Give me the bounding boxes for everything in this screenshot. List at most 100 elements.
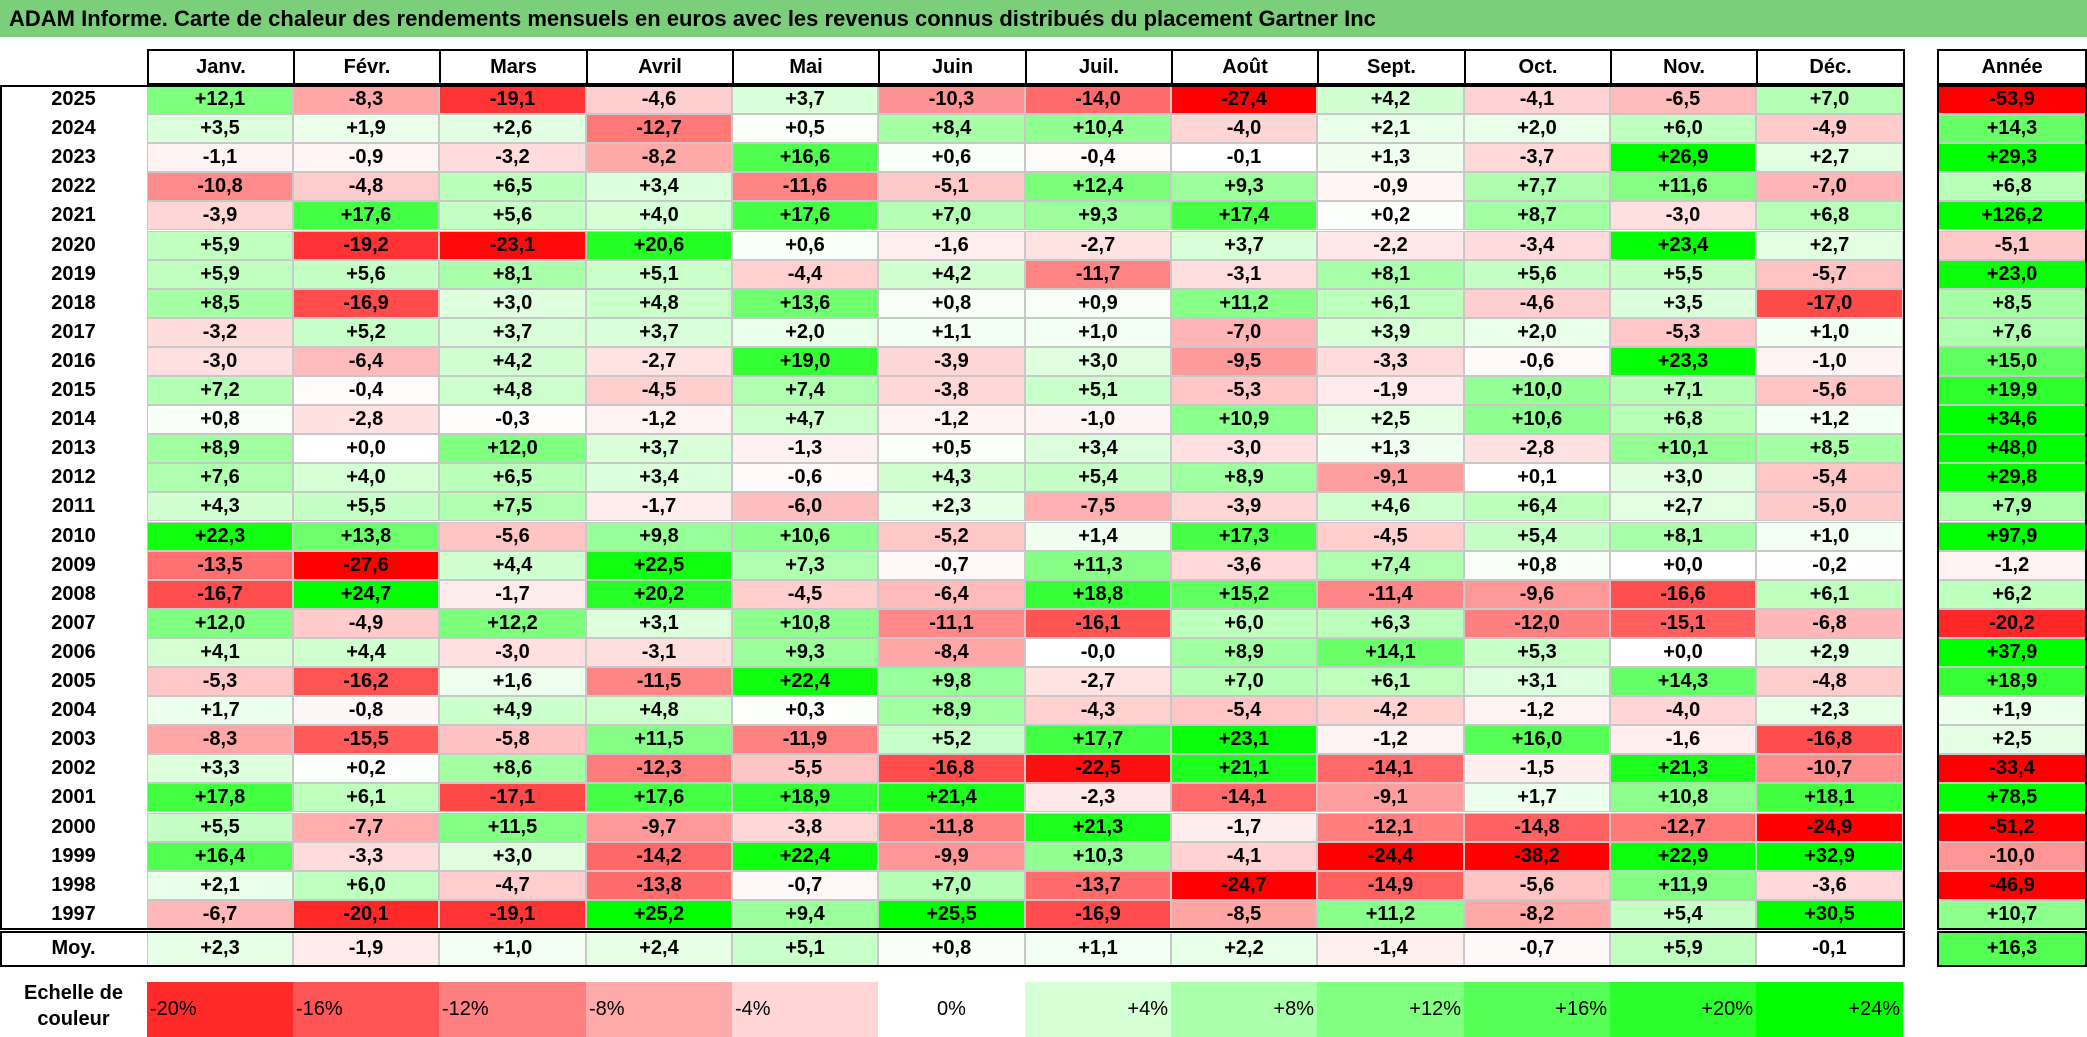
heatmap-cell: +20,6 (586, 230, 732, 260)
month-header: Juil. (1025, 49, 1173, 85)
heatmap-cell: +2,6 (439, 114, 586, 144)
heatmap-cell: +2,5 (1317, 405, 1464, 435)
heatmap-cell: -3,0 (1610, 201, 1756, 231)
heatmap-cell: +21,1 (1171, 754, 1317, 784)
heatmap-cell: -6,5 (1610, 85, 1756, 115)
heatmap-cell: -12,7 (586, 114, 732, 144)
heatmap-cell: +3,0 (439, 288, 586, 318)
month-header: Avril (586, 49, 734, 85)
heatmap-cell: -4,2 (1317, 696, 1464, 726)
heatmap-cell: -4,5 (586, 376, 732, 406)
heatmap-cell: +4,3 (147, 492, 293, 522)
year-label: 2008 (51, 582, 96, 605)
average-label: Moy. (51, 937, 96, 960)
annual-cell: +14,3 (1937, 114, 2087, 144)
heatmap-cell: +7,4 (732, 376, 878, 406)
annual-cell: +8,5 (1937, 288, 2087, 318)
heatmap-cell: +1,0 (1756, 521, 1903, 551)
heatmap-cell: +3,7 (1171, 230, 1317, 260)
heatmap-cell: -1,5 (1464, 754, 1610, 784)
heatmap-cell: -1,7 (1171, 812, 1317, 842)
heatmap-cell: +3,7 (439, 317, 586, 347)
heatmap-cell: +1,7 (147, 696, 293, 726)
heatmap-cell: +6,8 (1610, 405, 1756, 435)
heatmap-cell: +3,0 (1610, 463, 1756, 493)
heatmap-cell: +0,0 (1610, 550, 1756, 580)
heatmap-cell: -5,4 (1171, 696, 1317, 726)
heatmap-cell: +1,1 (878, 317, 1025, 347)
heatmap-cell: +2,9 (1756, 637, 1903, 667)
heatmap-cell: +2,0 (1464, 114, 1610, 144)
heatmap-cell: +6,1 (293, 783, 439, 813)
heatmap-cell: +0,6 (878, 143, 1025, 173)
average-cell: +1,1 (1025, 930, 1171, 967)
heatmap-cell: +3,4 (586, 172, 732, 202)
heatmap-cell: +17,6 (293, 201, 439, 231)
color-scale-swatch: -16% (293, 982, 439, 1037)
year-label: 2013 (51, 437, 96, 460)
heatmap-cell: +2,1 (1317, 114, 1464, 144)
heatmap-cell: -2,7 (1025, 230, 1171, 260)
heatmap-cell: +32,9 (1756, 841, 1903, 871)
month-header: Juin (878, 49, 1027, 85)
heatmap-cell: +21,3 (1610, 754, 1756, 784)
heatmap-cell: -11,7 (1025, 259, 1171, 289)
heatmap-cell: +1,9 (293, 114, 439, 144)
annual-cell: +29,8 (1937, 463, 2087, 493)
year-label: 2007 (51, 611, 96, 634)
heatmap-cell: -1,9 (1317, 376, 1464, 406)
heatmap-cell: +1,0 (1025, 317, 1171, 347)
heatmap-cell: -2,7 (1025, 667, 1171, 697)
average-cell: -0,1 (1756, 930, 1903, 967)
heatmap-cell: +2,7 (1610, 492, 1756, 522)
month-header: Janv. (147, 49, 295, 85)
heatmap-cell: +4,0 (293, 463, 439, 493)
average-annual-cell: +16,3 (1937, 930, 2087, 967)
heatmap-cell: -5,3 (1171, 376, 1317, 406)
month-header: Mai (732, 49, 880, 85)
heatmap-cell: +6,4 (1464, 492, 1610, 522)
color-scale-swatch: -20% (147, 982, 293, 1037)
heatmap-cell: -2,2 (1317, 230, 1464, 260)
annual-cell: +78,5 (1937, 783, 2087, 813)
heatmap-cell: -8,3 (147, 725, 293, 755)
heatmap-cell: -3,8 (732, 812, 878, 842)
heatmap-cell: +30,5 (1756, 899, 1903, 929)
heatmap-cell: +0,2 (1317, 201, 1464, 231)
month-header: Mars (439, 49, 588, 85)
heatmap-cell: -5,3 (147, 667, 293, 697)
heatmap-cell: -16,9 (293, 288, 439, 318)
heatmap-cell: +0,5 (732, 114, 878, 144)
heatmap-cell: +17,8 (147, 783, 293, 813)
heatmap-cell: -14,9 (1317, 870, 1464, 900)
average-cell: -1,4 (1317, 930, 1464, 967)
heatmap-cell: -2,8 (1464, 434, 1610, 464)
heatmap-cell: +12,2 (439, 608, 586, 638)
heatmap-cell: +7,4 (1317, 550, 1464, 580)
heatmap-cell: +3,7 (586, 317, 732, 347)
heatmap-cell: +4,4 (439, 550, 586, 580)
heatmap-cell: -19,1 (439, 85, 586, 115)
heatmap-cell: +2,7 (1756, 230, 1903, 260)
heatmap-cell: -27,6 (293, 550, 439, 580)
heatmap-cell: +10,8 (732, 608, 878, 638)
heatmap-cell: -19,2 (293, 230, 439, 260)
year-label: 2025 (51, 88, 96, 111)
heatmap-cell: -7,0 (1171, 317, 1317, 347)
heatmap-cell: -12,1 (1317, 812, 1464, 842)
heatmap-cell: -3,1 (1171, 259, 1317, 289)
annual-cell: +18,9 (1937, 667, 2087, 697)
heatmap-cell: +5,1 (1025, 376, 1171, 406)
heatmap-cell: +8,4 (878, 114, 1025, 144)
annual-cell: +34,6 (1937, 405, 2087, 435)
heatmap-cell: -24,4 (1317, 841, 1464, 871)
heatmap-cell: -16,8 (1756, 725, 1903, 755)
heatmap-cell: +16,4 (147, 841, 293, 871)
heatmap-cell: +8,9 (1171, 463, 1317, 493)
year-label: 2004 (51, 699, 96, 722)
heatmap-cell: +25,2 (586, 899, 732, 929)
heatmap-cell: +14,3 (1610, 667, 1756, 697)
heatmap-cell: +3,3 (147, 754, 293, 784)
heatmap-cell: -12,0 (1464, 608, 1610, 638)
heatmap-cell: -11,9 (732, 725, 878, 755)
